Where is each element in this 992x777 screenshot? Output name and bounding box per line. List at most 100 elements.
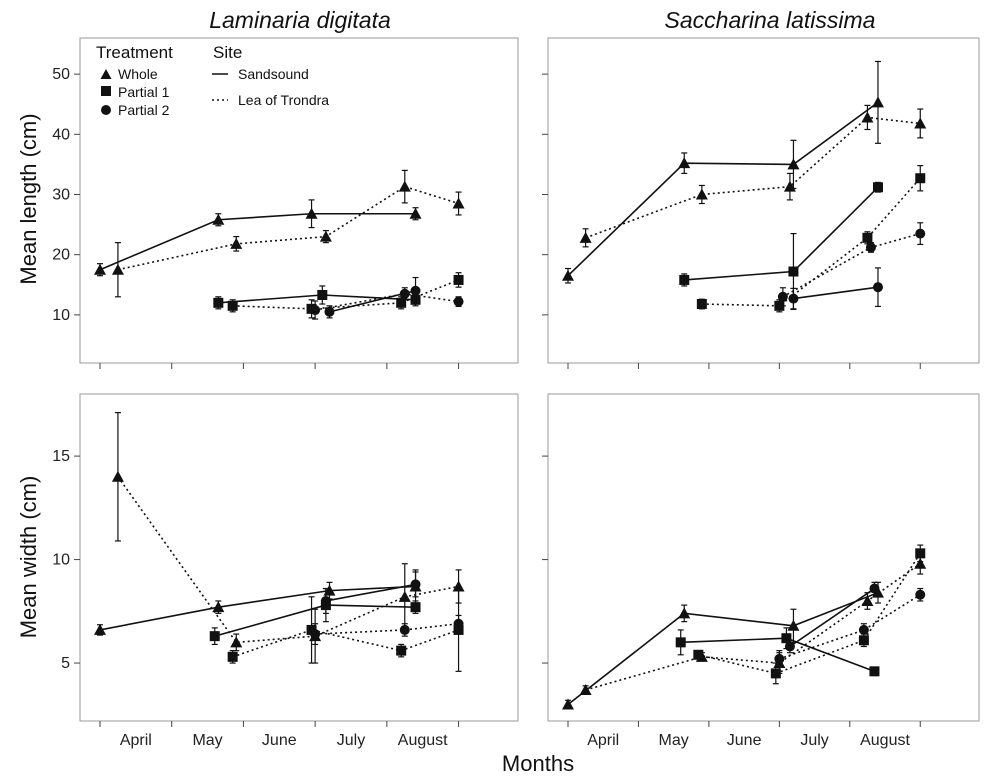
data-point	[213, 297, 224, 308]
series-line	[793, 286, 879, 300]
legend: Treatment Site Whole Partial 1 Partial 2…	[96, 43, 329, 118]
data-point	[409, 207, 422, 219]
data-point	[399, 288, 410, 299]
data-point	[212, 601, 225, 613]
data-point	[861, 111, 874, 123]
data-point	[396, 645, 407, 656]
legend-site-title: Site	[213, 43, 242, 62]
data-point	[579, 231, 592, 243]
data-point	[869, 666, 880, 677]
y-tick-label: 15	[52, 448, 70, 465]
x-month-label: July	[800, 732, 828, 749]
data-point	[310, 305, 321, 316]
data-point	[675, 637, 686, 648]
y-tick-label: 50	[52, 66, 70, 83]
data-point	[915, 548, 926, 559]
series-line	[782, 232, 921, 298]
data-point	[209, 631, 220, 642]
panel-ld-length: 10 20 30 40 50	[52, 37, 519, 369]
data-point	[693, 649, 704, 660]
panel-frame	[79, 37, 519, 364]
y-tick-label: 20	[52, 247, 70, 264]
data-point	[695, 188, 708, 200]
legend-square-marker	[101, 86, 111, 96]
data-point	[788, 266, 799, 277]
data-point	[914, 117, 927, 129]
panel-frame	[547, 37, 980, 364]
data-point	[914, 557, 927, 569]
data-point	[396, 297, 407, 308]
data-point	[410, 602, 421, 613]
data-point	[861, 594, 874, 606]
data-point	[774, 300, 785, 311]
data-point	[230, 636, 243, 648]
legend-item-partial-2: Partial 2	[118, 102, 170, 118]
data-point	[858, 624, 869, 635]
data-point	[774, 653, 785, 664]
data-point	[324, 306, 335, 317]
series-line	[585, 563, 921, 691]
series-line	[99, 585, 416, 631]
x-month-label: August	[398, 732, 448, 749]
data-point	[94, 263, 106, 275]
legend-item-partial-1: Partial 1	[118, 84, 170, 100]
data-point	[111, 470, 124, 482]
data-point	[858, 635, 869, 646]
data-point	[862, 232, 873, 243]
series-line	[567, 101, 879, 277]
data-point	[871, 96, 884, 108]
data-point	[319, 230, 332, 242]
data-point	[562, 269, 574, 281]
legend-circle-marker	[101, 105, 111, 115]
data-point	[869, 583, 880, 594]
data-point	[410, 579, 421, 590]
y-axis-label-length: Mean length (cm)	[16, 113, 41, 284]
series-line	[99, 212, 416, 271]
y-tick-label: 10	[52, 552, 70, 569]
data-point	[865, 242, 876, 253]
x-month-label: July	[337, 732, 365, 749]
x-month-label: August	[860, 732, 910, 749]
data-point	[915, 228, 926, 239]
legend-item-whole: Whole	[118, 66, 158, 82]
data-point	[915, 173, 926, 184]
legend-treatment-title: Treatment	[96, 43, 173, 62]
panel-sl-width: April May June July August	[542, 393, 980, 749]
x-month-label: April	[587, 732, 619, 749]
data-point	[398, 590, 411, 602]
legend-triangle-marker	[100, 69, 112, 79]
data-point	[399, 624, 410, 635]
panel-frame	[547, 393, 980, 722]
legend-item-sandsound: Sandsound	[238, 66, 309, 82]
y-axis-label-width: Mean width (cm)	[16, 476, 41, 639]
data-point	[111, 263, 124, 275]
data-point	[562, 698, 574, 710]
data-point	[777, 291, 788, 302]
data-point	[872, 282, 883, 293]
data-point	[227, 300, 238, 311]
data-point	[230, 237, 243, 249]
series-line	[789, 587, 875, 648]
data-point	[915, 589, 926, 600]
data-point	[94, 623, 106, 635]
data-point	[787, 619, 800, 631]
data-point	[320, 595, 331, 606]
data-point	[410, 285, 421, 296]
data-point	[678, 157, 691, 169]
data-point	[783, 180, 796, 192]
data-point	[696, 299, 707, 310]
panel-ld-width: 5 10 15 April May June July August	[52, 393, 519, 749]
y-tick-label: 10	[52, 307, 70, 324]
x-month-label: June	[262, 732, 297, 749]
data-point	[579, 683, 592, 695]
x-month-label: April	[120, 732, 152, 749]
panel-title-saccharina: Saccharina latissima	[665, 7, 876, 33]
x-month-label: June	[727, 732, 762, 749]
data-point	[872, 182, 883, 193]
data-point	[784, 641, 795, 652]
x-month-label: May	[192, 732, 222, 749]
data-point	[306, 624, 317, 635]
series-line	[117, 476, 459, 644]
